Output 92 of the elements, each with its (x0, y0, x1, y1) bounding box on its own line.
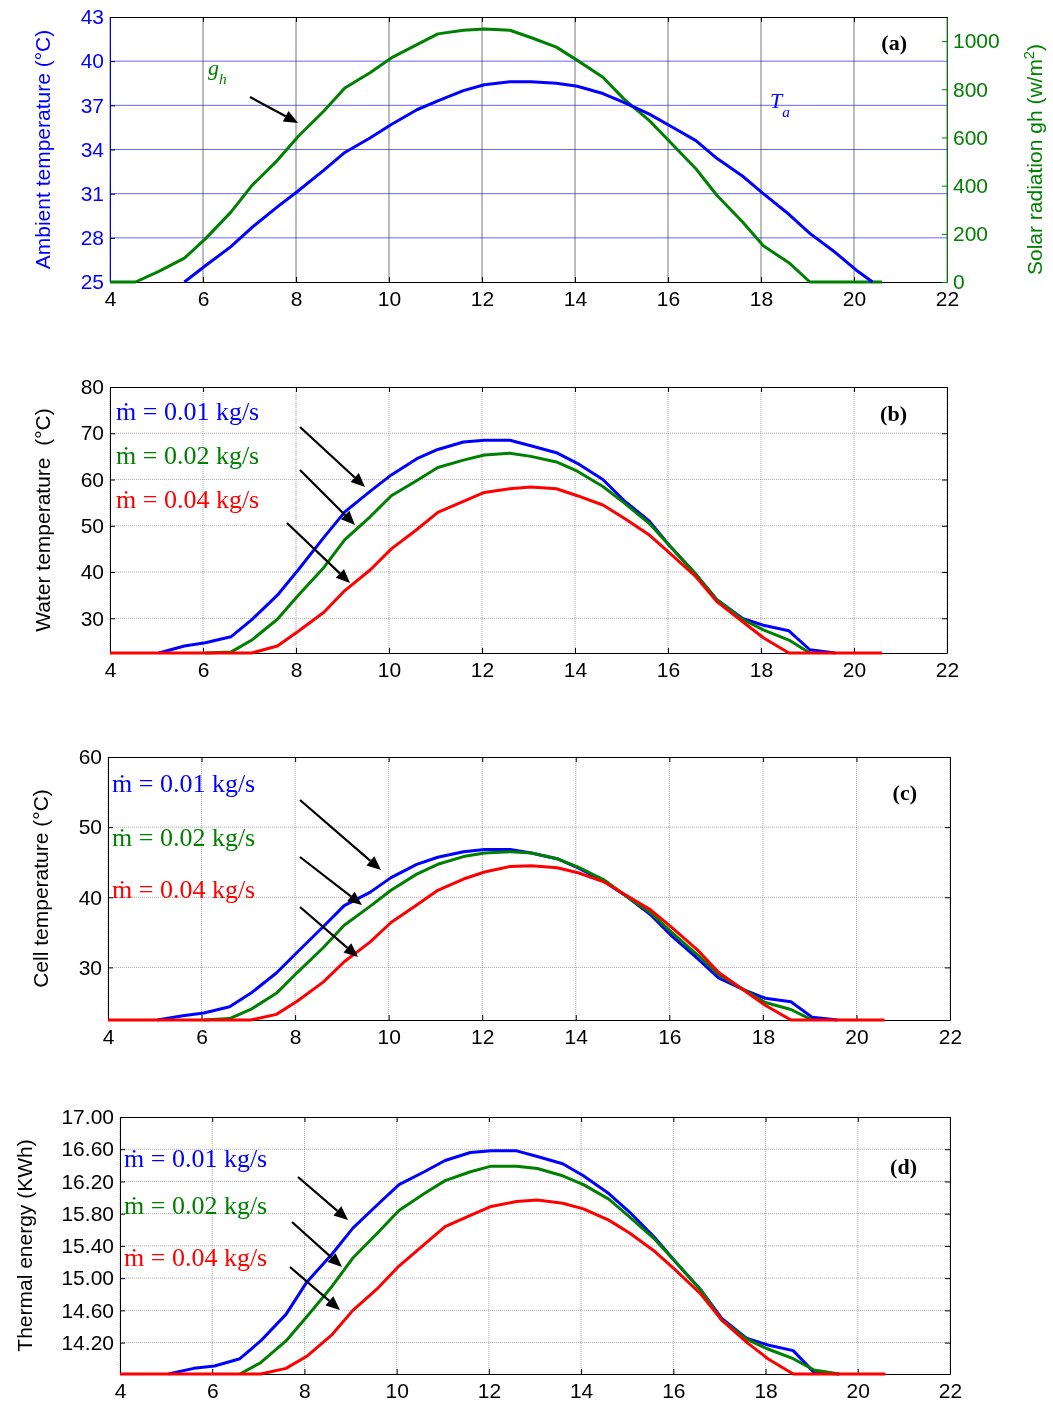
y2-tick-label: 200 (953, 222, 989, 246)
text: ṁ = 0.04 kg/s (116, 485, 260, 514)
y-tick-label: 50 (80, 514, 104, 537)
line-series (118, 1198, 887, 1376)
y-tick-label: 50 (78, 815, 102, 839)
x-tick-label: 6 (197, 286, 210, 310)
y-tick-label: 60 (78, 745, 102, 769)
x-tick-label: 14 (563, 657, 588, 681)
y-tick-label: 17.00 (61, 1105, 114, 1129)
text: ṁ = 0.04 kg/s (112, 875, 256, 904)
x-tick-label: 14 (569, 1378, 594, 1402)
y-tick-label: 16.60 (61, 1137, 114, 1161)
x-tick-label: 10 (377, 657, 402, 681)
annotation: (b) (880, 401, 907, 426)
y-tick-label: 30 (78, 955, 102, 979)
y-tick-label: 70 (80, 421, 104, 445)
x-tick-label: 22 (938, 1378, 963, 1402)
x-tick-label: 22 (935, 657, 960, 681)
text: ṁ = 0.02 kg/s (116, 441, 260, 470)
y-tick-label: 40 (80, 560, 104, 584)
y2-tick-label: 400 (953, 173, 989, 197)
x-tick-label: 8 (290, 657, 303, 681)
x-tick-label: 4 (102, 1024, 115, 1048)
y-tick-label: 30 (80, 606, 104, 630)
x-tick-label: 20 (845, 1024, 869, 1048)
y-tick-label: 31 (80, 181, 104, 205)
x-tick-label: 10 (377, 1024, 401, 1048)
text: T$_{a}$ (770, 88, 791, 120)
y-tick-label: 43 (80, 5, 104, 29)
x-tick-label: 14 (563, 286, 588, 310)
x-tick-label: 6 (197, 657, 210, 681)
y-tick-label: 15.80 (61, 1201, 114, 1225)
y2-tick-label: 600 (953, 125, 989, 149)
x-tick-label: 20 (842, 657, 867, 681)
y-tick-label: 25 (80, 270, 104, 294)
text: ṁ = 0.01 kg/s (116, 397, 260, 426)
x-tick-label: 16 (656, 657, 681, 681)
x-tick-label: 16 (658, 1024, 682, 1048)
y-tick-label: 40 (80, 49, 104, 73)
x-tick-label: 12 (471, 1024, 495, 1048)
annotation: (c) (892, 780, 917, 805)
x-tick-label: 18 (751, 1024, 776, 1048)
y-tick-label: 80 (80, 375, 104, 399)
x-tick-label: 12 (470, 286, 495, 310)
text: ṁ = 0.02 kg/s (124, 1191, 268, 1220)
y-tick-label: 60 (80, 467, 104, 491)
y-tick-label: 28 (80, 226, 104, 250)
x-tick-label: 20 (846, 1378, 870, 1402)
y-tick-label: 37 (80, 93, 104, 117)
y-tick-label: 16.20 (61, 1169, 114, 1193)
line-series (108, 485, 884, 655)
x-tick-label: 8 (299, 1378, 311, 1402)
annotation: (a) (881, 30, 907, 55)
y-tick-label: 14.60 (61, 1298, 114, 1322)
x-tick-label: 4 (104, 657, 117, 681)
y-tick-label: 34 (80, 137, 105, 161)
x-tick-label: 6 (206, 1378, 219, 1402)
x-tick-label: 16 (656, 286, 681, 310)
text: ṁ = 0.01 kg/s (112, 769, 256, 798)
y-tick-label: 15.00 (61, 1266, 114, 1290)
x-tick-label: 4 (104, 286, 117, 310)
y2-tick-label: 800 (953, 77, 989, 101)
x-tick-label: 20 (842, 286, 867, 310)
x-tick-label: 12 (477, 1378, 502, 1402)
text: g$_{h}$ (208, 55, 227, 87)
text: ṁ = 0.04 kg/s (124, 1243, 268, 1272)
line-series (108, 27, 884, 284)
text: ṁ = 0.01 kg/s (124, 1144, 268, 1173)
y-axis-title: Cell temperature (°C) (29, 789, 52, 988)
y-axis-title: Water temperature (°C) (31, 408, 54, 632)
x-tick-label: 8 (289, 1024, 302, 1048)
y2-tick-label: 1000 (953, 29, 1000, 53)
x-tick-label: 22 (938, 1024, 963, 1048)
annotation: (d) (890, 1154, 917, 1179)
x-tick-label: 10 (385, 1378, 409, 1402)
y-tick-label: 40 (78, 885, 102, 909)
x-tick-label: 12 (470, 657, 495, 681)
x-tick-label: 18 (749, 657, 774, 681)
x-tick-label: 16 (662, 1378, 686, 1402)
x-tick-label: 4 (114, 1378, 127, 1402)
y-tick-label: 14.20 (61, 1330, 114, 1354)
text: ṁ = 0.02 kg/s (112, 823, 256, 852)
x-tick-label: 14 (564, 1024, 589, 1048)
x-tick-label: 18 (749, 286, 774, 310)
y-axis-title: Ambient temperature (°C) (31, 29, 54, 270)
x-tick-label: 10 (377, 286, 402, 310)
x-tick-label: 18 (754, 1378, 778, 1402)
x-tick-label: 8 (290, 286, 303, 310)
y-tick-label: 15.40 (61, 1234, 114, 1258)
y-axis-title: Thermal energy (KWh) (13, 1139, 36, 1352)
x-tick-label: 6 (196, 1024, 208, 1048)
line-series (106, 864, 887, 1022)
